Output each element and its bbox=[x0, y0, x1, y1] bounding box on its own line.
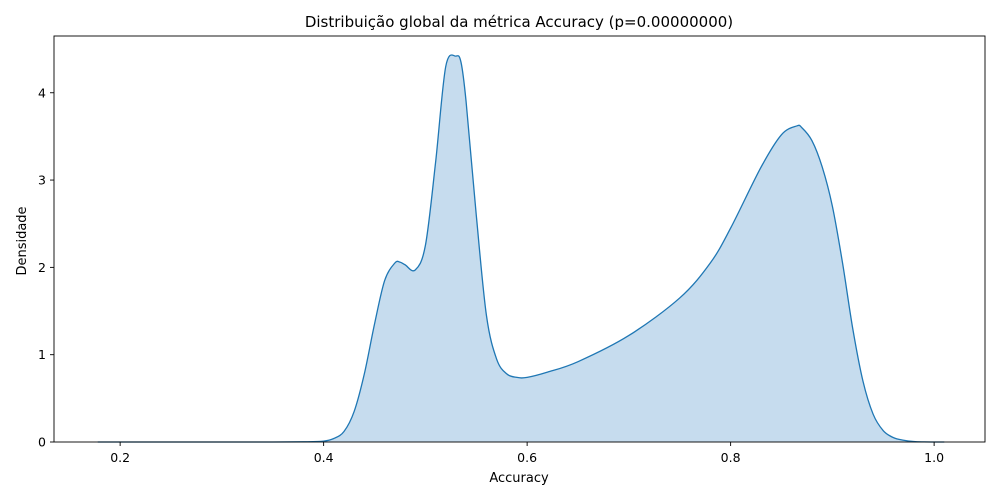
y-tick-label: 4 bbox=[38, 85, 46, 100]
y-tick-label: 2 bbox=[38, 260, 46, 275]
plot-frame bbox=[53, 35, 986, 443]
y-tick-label: 1 bbox=[38, 347, 46, 362]
x-axis-label: Accuracy bbox=[489, 471, 549, 486]
density-line bbox=[97, 54, 945, 443]
y-tick-label: 3 bbox=[38, 173, 46, 188]
plot-area bbox=[53, 35, 986, 443]
x-tick-label: 0.4 bbox=[314, 450, 334, 465]
y-tick-label: 0 bbox=[38, 435, 46, 450]
chart-title: Distribuição global da métrica Accuracy … bbox=[305, 13, 733, 31]
x-tick-label: 1.0 bbox=[924, 450, 944, 465]
density-area bbox=[97, 54, 945, 443]
x-tick-label: 0.8 bbox=[721, 450, 741, 465]
x-tick-label: 0.6 bbox=[517, 450, 537, 465]
x-tick-label: 0.2 bbox=[110, 450, 130, 465]
y-axis-label: Densidade bbox=[15, 206, 30, 275]
x-axis: 0.2 0.4 0.6 0.8 1.0 bbox=[110, 442, 944, 465]
y-axis: 0 1 2 3 4 bbox=[38, 85, 54, 450]
